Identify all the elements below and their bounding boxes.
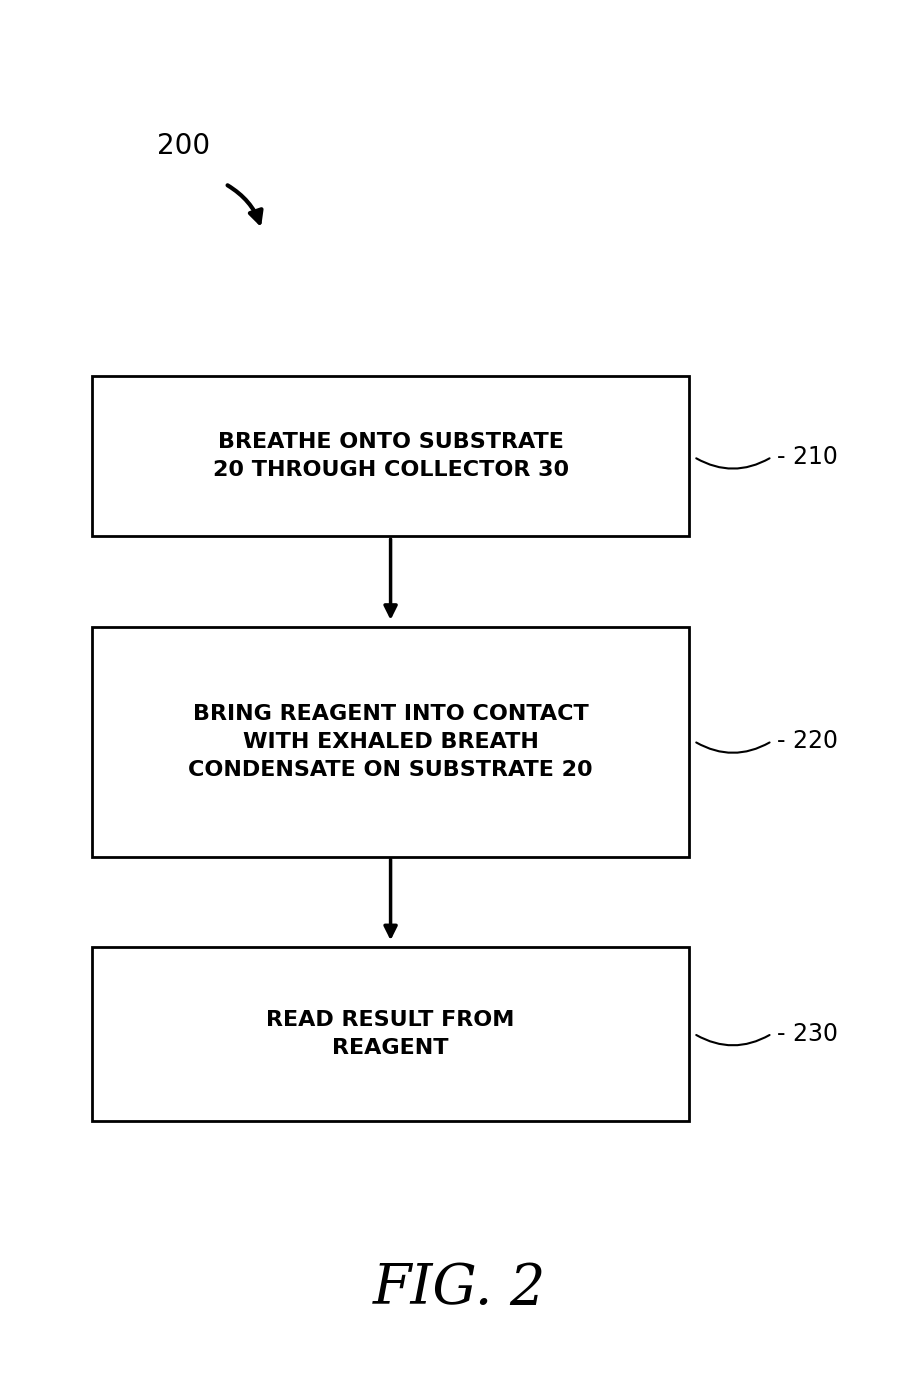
Bar bbox=[92, 627, 689, 857]
Text: FIG. 2: FIG. 2 bbox=[373, 1261, 546, 1316]
Text: BREATHE ONTO SUBSTRATE
20 THROUGH COLLECTOR 30: BREATHE ONTO SUBSTRATE 20 THROUGH COLLEC… bbox=[212, 432, 569, 481]
Text: 200: 200 bbox=[157, 132, 210, 160]
Bar bbox=[92, 376, 689, 536]
Text: BRING REAGENT INTO CONTACT
WITH EXHALED BREATH
CONDENSATE ON SUBSTRATE 20: BRING REAGENT INTO CONTACT WITH EXHALED … bbox=[188, 703, 593, 780]
Text: READ RESULT FROM
REAGENT: READ RESULT FROM REAGENT bbox=[267, 1010, 515, 1059]
Text: - 230: - 230 bbox=[777, 1021, 837, 1046]
Text: - 210: - 210 bbox=[777, 444, 837, 469]
Text: - 220: - 220 bbox=[777, 729, 837, 754]
Bar bbox=[92, 947, 689, 1121]
